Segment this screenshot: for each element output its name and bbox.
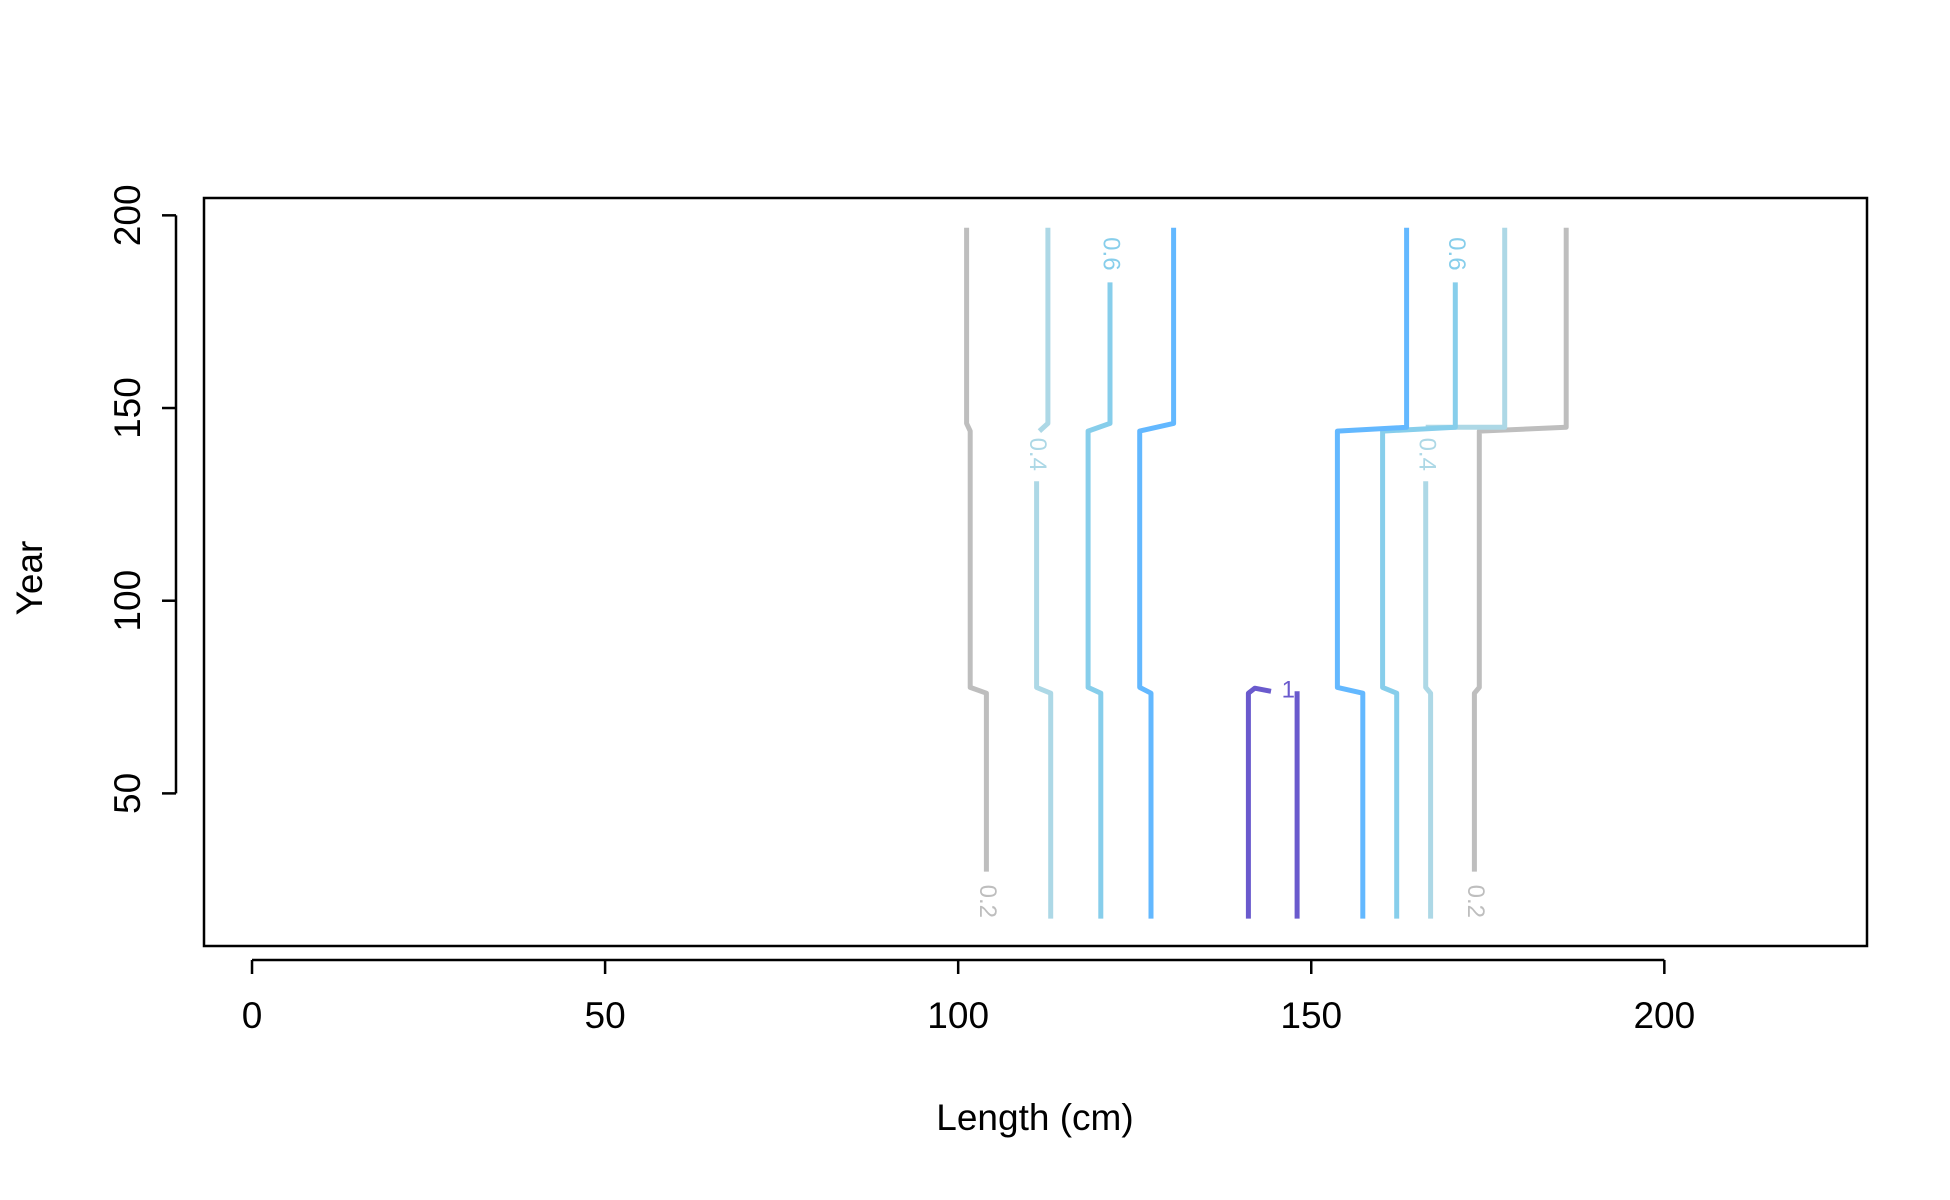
contour-label: 0.6 — [1443, 237, 1470, 270]
contour-line — [1034, 227, 1508, 919]
contour-label: 0.4 — [1024, 438, 1051, 471]
contour-line — [1085, 282, 1458, 919]
contour-line — [964, 227, 1569, 872]
contour-label: 1 — [1282, 677, 1295, 704]
x-tick-label: 200 — [1633, 995, 1695, 1036]
contour-label: 0.2 — [974, 885, 1001, 918]
x-tick-label: 150 — [1280, 995, 1342, 1036]
x-tick-label: 0 — [242, 995, 263, 1036]
y-axis-title: Year — [9, 541, 50, 616]
x-tick-label: 50 — [585, 995, 626, 1036]
plot-frame — [202, 196, 1869, 948]
contour-label: 0.2 — [1462, 885, 1489, 918]
contour-line — [1137, 227, 1410, 919]
x-tick-label: 100 — [927, 995, 989, 1036]
x-axis-title: Length (cm) — [936, 1097, 1133, 1138]
y-tick-label: 150 — [107, 377, 148, 439]
y-tick-label: 50 — [107, 773, 148, 814]
y-tick-label: 100 — [107, 570, 148, 632]
y-tick-label: 200 — [107, 184, 148, 246]
contour-label: 0.4 — [1413, 438, 1440, 471]
contour-line — [1245, 685, 1300, 919]
contour-label: 0.6 — [1098, 237, 1125, 270]
